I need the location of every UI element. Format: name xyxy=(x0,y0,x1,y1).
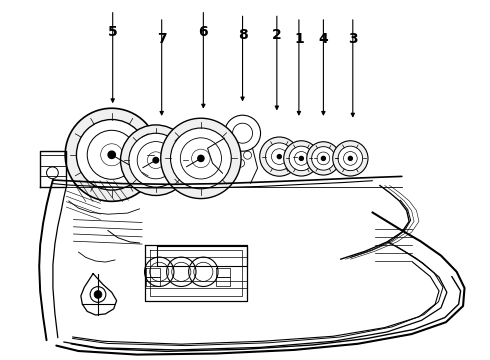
Circle shape xyxy=(307,142,340,175)
Circle shape xyxy=(198,155,204,162)
Circle shape xyxy=(348,156,352,161)
Circle shape xyxy=(108,151,116,158)
Circle shape xyxy=(161,118,241,199)
Text: 7: 7 xyxy=(157,32,167,46)
Circle shape xyxy=(266,143,293,170)
Circle shape xyxy=(289,146,314,171)
Text: 2: 2 xyxy=(272,28,282,42)
Circle shape xyxy=(321,156,325,161)
Circle shape xyxy=(284,141,319,176)
Text: 3: 3 xyxy=(348,32,358,46)
Text: 4: 4 xyxy=(318,32,328,46)
Circle shape xyxy=(129,133,183,187)
Circle shape xyxy=(312,147,335,170)
Circle shape xyxy=(65,108,158,201)
Text: 6: 6 xyxy=(198,25,208,39)
Circle shape xyxy=(171,128,231,189)
Circle shape xyxy=(121,125,191,195)
Text: 8: 8 xyxy=(238,28,247,42)
Text: 5: 5 xyxy=(108,25,118,39)
Circle shape xyxy=(299,156,303,161)
Circle shape xyxy=(260,137,299,176)
Circle shape xyxy=(333,141,368,176)
Text: 1: 1 xyxy=(294,32,304,46)
Circle shape xyxy=(277,154,281,159)
Circle shape xyxy=(76,120,147,190)
Circle shape xyxy=(153,157,159,163)
Circle shape xyxy=(338,146,363,171)
Circle shape xyxy=(94,291,102,298)
